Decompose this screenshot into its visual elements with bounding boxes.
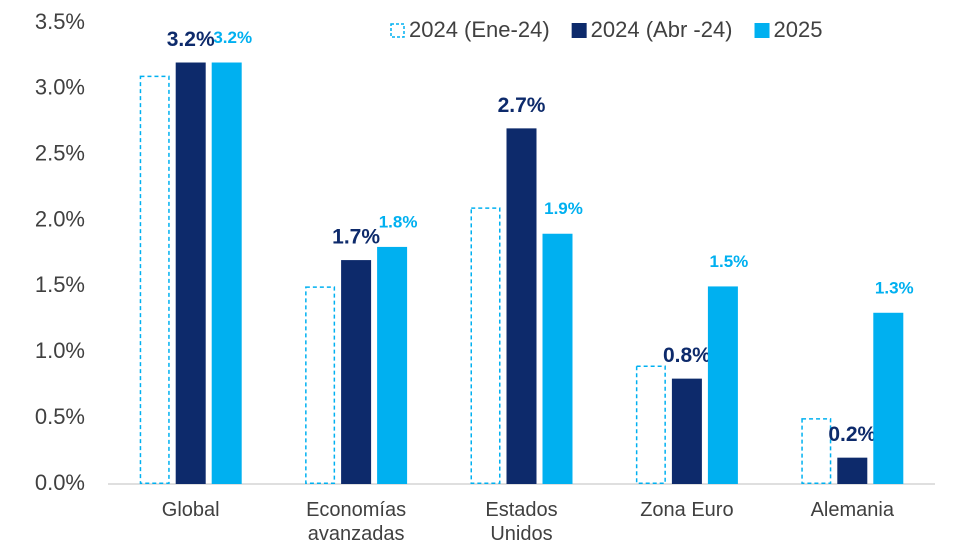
- data-label: 0.8%: [663, 344, 711, 367]
- y-tick-label: 2.5%: [35, 141, 85, 166]
- bar: [801, 418, 832, 484]
- bar: [175, 62, 206, 485]
- data-label: 1.8%: [379, 212, 418, 231]
- y-tick-label: 2.0%: [35, 206, 85, 231]
- y-tick-label: 3.5%: [35, 9, 85, 34]
- x-tick-label: Alemania: [810, 499, 894, 521]
- legend-label: 2025: [774, 17, 823, 42]
- bar: [341, 260, 372, 484]
- bar: [873, 312, 904, 484]
- data-label: 1.5%: [710, 252, 749, 271]
- data-label: 1.7%: [332, 226, 380, 249]
- legend-swatch: [571, 23, 587, 38]
- y-tick-label: 1.0%: [35, 338, 85, 363]
- x-tick-label: Global: [161, 499, 220, 521]
- y-tick-label: 1.5%: [35, 272, 85, 297]
- data-label: 1.3%: [875, 278, 914, 297]
- x-tick-label: Zona Euro: [640, 499, 734, 521]
- bar: [470, 207, 501, 484]
- data-label: 2.7%: [498, 94, 546, 117]
- y-tick-label: 3.0%: [35, 75, 85, 100]
- data-label: 0.2%: [828, 423, 876, 446]
- legend-swatch: [754, 23, 770, 38]
- bar: [139, 75, 170, 485]
- y-tick-label: 0.5%: [35, 404, 85, 429]
- legend-label: 2024 (Ene-24): [409, 17, 550, 42]
- bar: [707, 286, 738, 484]
- bar: [506, 128, 537, 484]
- bar: [671, 378, 702, 484]
- data-label: 1.9%: [544, 199, 583, 218]
- bar: [305, 286, 336, 484]
- bar: [377, 246, 408, 484]
- x-tick-label: Economías avanzadas: [306, 499, 407, 545]
- bar: [211, 62, 242, 485]
- bar: [542, 233, 573, 484]
- bar: [635, 365, 666, 485]
- data-label: 3.2%: [167, 28, 215, 51]
- x-tick-label: Estados Unidos: [485, 499, 558, 545]
- legend-label: 2024 (Abr -24): [591, 17, 733, 42]
- bar: [837, 457, 868, 484]
- legend-swatch: [390, 23, 405, 38]
- data-label: 3.2%: [213, 28, 252, 47]
- y-tick-label: 0.0%: [35, 470, 85, 495]
